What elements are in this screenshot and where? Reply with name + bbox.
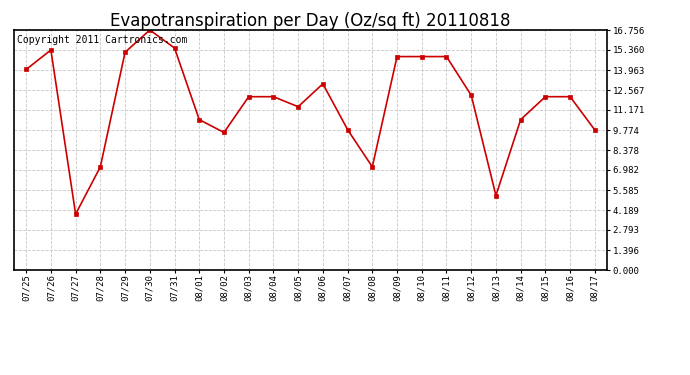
- Title: Evapotranspiration per Day (Oz/sq ft) 20110818: Evapotranspiration per Day (Oz/sq ft) 20…: [110, 12, 511, 30]
- Text: Copyright 2011 Cartronics.com: Copyright 2011 Cartronics.com: [17, 35, 187, 45]
